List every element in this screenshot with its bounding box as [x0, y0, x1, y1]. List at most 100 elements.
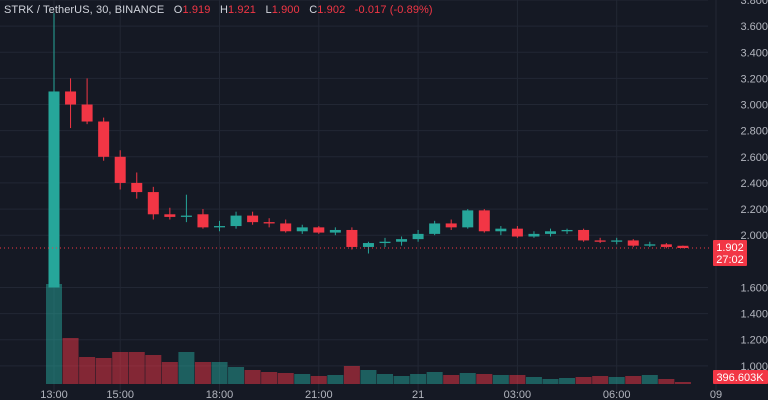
volume-bar	[327, 375, 344, 384]
candle-body	[313, 227, 325, 233]
candle-body	[462, 210, 474, 228]
volume-bar	[525, 377, 542, 384]
y-tick-label: 2.800	[740, 126, 768, 138]
candle-body	[346, 229, 358, 247]
volume-bar	[658, 379, 675, 384]
volume-bar	[228, 367, 245, 384]
volume-bar	[112, 352, 129, 384]
x-tick-label: 09	[710, 389, 722, 400]
volume-bar	[194, 362, 211, 384]
price-badge: 1.902 27:02	[713, 240, 747, 266]
y-tick-label: 2.000	[740, 230, 768, 242]
y-tick-label: 1.400	[740, 309, 768, 321]
volume-bar	[62, 338, 79, 384]
candle-body	[247, 215, 259, 223]
volume-badge: 396.603K	[713, 370, 768, 384]
candle-body	[296, 227, 308, 232]
volume-bar	[674, 382, 691, 384]
symbol-header: STRK / TetherUS, 30, BINANCE O1.919 H1.9…	[4, 4, 433, 16]
volume-bar	[360, 370, 377, 384]
volume-bar	[641, 375, 658, 384]
volume-bar	[592, 376, 609, 384]
high-value: 1.921	[228, 4, 257, 16]
x-tick-label: 18:00	[206, 389, 234, 400]
x-tick-label: 15:00	[106, 389, 134, 400]
y-tick-label: 3.200	[740, 73, 768, 85]
candle-body	[362, 243, 374, 247]
y-tick-label: 3.800	[740, 0, 768, 7]
y-tick-label: 1.200	[740, 335, 768, 347]
candle-body	[511, 228, 523, 237]
y-tick-label: 2.600	[740, 152, 768, 164]
candle-body	[677, 245, 689, 249]
volume-bar	[310, 376, 327, 384]
volume-bar	[492, 375, 509, 384]
volume-bar	[476, 374, 493, 384]
candle-body	[429, 223, 441, 234]
candle-body	[412, 233, 424, 240]
volume-badge-value: 396.603K	[716, 372, 764, 384]
candle-body	[627, 240, 639, 246]
candle-body	[114, 156, 126, 183]
change-value: -0.017 (-0.89%)	[354, 4, 433, 16]
y-axis[interactable]: 1.000 1.200 1.400 1.600 2.000 2.200 2.400 2.600…	[740, 0, 768, 373]
y-tick-label: 3.000	[740, 100, 768, 112]
volume-bar	[294, 374, 311, 384]
close-label: C	[309, 4, 318, 16]
volume-bar	[277, 373, 294, 384]
candle-body	[81, 104, 93, 122]
volume-layer	[46, 284, 691, 384]
candle-body	[48, 91, 60, 288]
y-tick-label: 1.000	[740, 361, 768, 373]
volume-bar	[46, 284, 62, 384]
volume-bar	[261, 372, 278, 384]
x-tick-label: 21:00	[305, 389, 333, 400]
candle-body	[65, 91, 77, 105]
y-tick-label: 1.600	[740, 282, 768, 294]
symbol-name[interactable]: STRK / TetherUS, 30, BINANCE	[4, 4, 165, 16]
y-tick-label: 3.400	[740, 47, 768, 59]
open-label: O	[173, 4, 183, 16]
candle-body	[180, 215, 192, 217]
volume-bar	[161, 362, 178, 384]
volume-bar	[625, 376, 642, 384]
candle-body	[660, 244, 672, 247]
volume-bar	[542, 379, 559, 384]
volume-bar	[443, 375, 460, 384]
candle-body	[263, 222, 275, 224]
candle-body	[214, 226, 225, 228]
x-axis[interactable]: 13:00 15:00 18:00 21:00 21 03:00 06:00 09	[40, 389, 722, 400]
volume-bar	[377, 374, 393, 384]
close-value: 1.902	[317, 4, 346, 16]
candle-body	[98, 121, 110, 157]
volume-bar	[608, 377, 625, 384]
x-tick-label: 13:00	[40, 389, 68, 400]
volume-bar	[393, 376, 410, 384]
candle-body	[594, 240, 606, 242]
y-tick-label: 3.600	[740, 21, 768, 33]
candle-body	[578, 229, 590, 241]
price-badge-value: 1.902	[716, 242, 744, 254]
candle-body	[611, 240, 623, 242]
candle-body	[445, 223, 457, 228]
x-tick-label: 21	[412, 389, 424, 400]
x-tick-label: 03:00	[504, 389, 532, 400]
volume-bar	[95, 358, 112, 384]
volume-bar	[145, 355, 162, 384]
candle-body	[164, 214, 176, 217]
candle-layer	[48, 13, 689, 288]
candle-body	[280, 223, 292, 232]
x-tick-label: 06:00	[603, 389, 631, 400]
volume-bar	[575, 377, 592, 384]
volume-bar	[178, 352, 195, 384]
candle-body	[528, 233, 540, 237]
candle-body	[197, 214, 209, 228]
volume-bar	[211, 362, 228, 384]
volume-bar	[426, 372, 443, 384]
candle-body	[329, 229, 341, 233]
candle-body	[230, 215, 242, 227]
candle-body	[495, 228, 507, 232]
